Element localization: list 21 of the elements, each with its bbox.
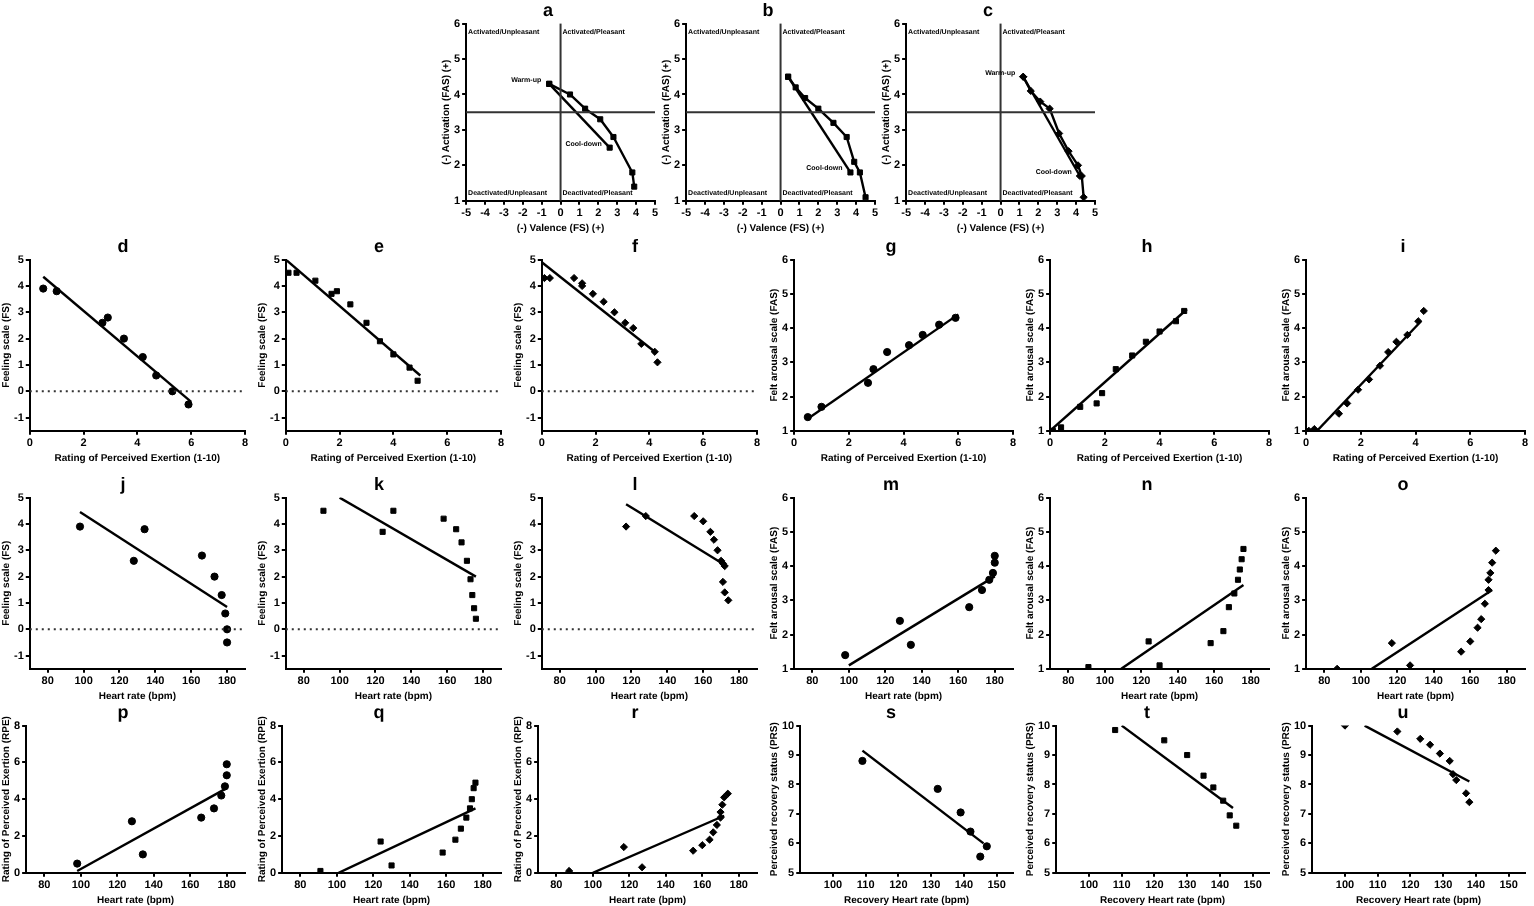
chart-title: u: [1397, 701, 1409, 722]
chart-title: h: [1141, 235, 1153, 256]
chart-title: l: [632, 473, 638, 494]
chart-title: d: [117, 235, 129, 256]
chart-title: q: [373, 701, 385, 722]
chart-title: r: [631, 701, 640, 722]
chart-title: i: [1400, 235, 1406, 256]
chart-title: t: [1144, 701, 1150, 722]
chart-title: a: [542, 0, 555, 20]
chart-title: g: [885, 235, 897, 256]
chart-title: b: [762, 0, 775, 20]
chart-title: f: [632, 235, 640, 256]
chart-title: e: [373, 235, 385, 256]
chart-title: n: [1141, 473, 1153, 494]
chart-title: p: [117, 701, 130, 722]
chart-title: k: [373, 473, 386, 494]
chart-title: s: [885, 701, 897, 722]
chart-title: m: [882, 473, 900, 494]
chart-title: c: [982, 0, 994, 20]
chart-title: j: [118, 473, 126, 494]
chart-title: o: [1397, 473, 1410, 494]
